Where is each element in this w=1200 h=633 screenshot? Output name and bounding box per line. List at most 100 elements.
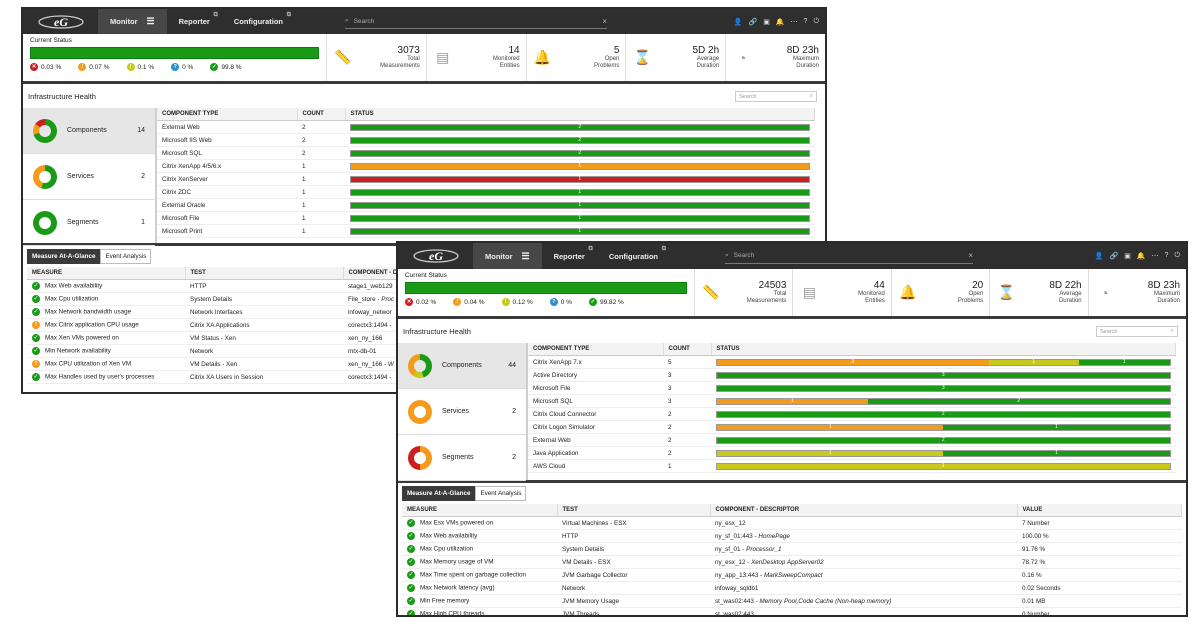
status-bar[interactable]: 2 xyxy=(350,149,810,157)
table-row[interactable]: Microsoft Print 1 1 xyxy=(157,224,815,238)
table-row[interactable]: Microsoft File 3 3 xyxy=(528,381,1176,395)
table-row[interactable]: External Web 2 2 xyxy=(157,120,815,134)
major-stat[interactable]: ! 0.04 % xyxy=(453,298,485,306)
table-row[interactable]: Citrix XenApp 4/5/6.x 1 1 xyxy=(157,159,815,173)
col-count[interactable]: COUNT xyxy=(663,343,712,356)
status-bar[interactable]: 3 xyxy=(716,371,1171,379)
table-row[interactable]: Citrix Logon Simulator 2 1 1 xyxy=(528,420,1176,434)
col-count[interactable]: COUNT xyxy=(297,108,346,121)
col-component-type[interactable]: COMPONENT TYPE xyxy=(528,343,664,356)
col-status[interactable]: STATUS xyxy=(345,108,815,121)
table-row[interactable]: ✓ Max Memory usage of VM VM Details - ESX n… xyxy=(402,555,1182,569)
metric-monitored[interactable]: ▤ 44 Monitored Entities xyxy=(793,269,892,316)
tab-event-analysis[interactable]: Event Analysis xyxy=(475,486,527,501)
critical-stat[interactable]: ✕ 0.02 % xyxy=(405,298,437,306)
alert-icon[interactable]: 🔔 xyxy=(1136,253,1146,260)
help-icon[interactable]: ? xyxy=(803,17,808,25)
nav-monitor[interactable]: Monitor ☰ xyxy=(98,9,167,34)
user-icon[interactable]: 👤 xyxy=(733,18,743,26)
table-row[interactable]: Microsoft SQL 2 2 xyxy=(157,146,815,160)
infra-search-input[interactable]: Search ⌕ xyxy=(1096,326,1178,337)
status-bar[interactable]: 2 xyxy=(350,136,810,144)
minor-stat[interactable]: ! 0.12 % xyxy=(501,298,533,306)
table-row[interactable]: External Web 2 2 xyxy=(528,433,1176,447)
clear-search-icon[interactable]: × xyxy=(968,251,974,260)
table-row[interactable]: ✓ Max Time spent on garbage collection JVM… xyxy=(402,568,1182,582)
nav-reporter[interactable]: Reporter ⧉ xyxy=(553,246,593,261)
clear-search-icon[interactable]: × xyxy=(602,16,608,26)
unknown-stat[interactable]: ? 0 % xyxy=(549,298,572,306)
metric-total[interactable]: 📏 3073 Total Measurements xyxy=(327,34,427,81)
tab-event-analysis[interactable]: Event Analysis xyxy=(100,249,152,264)
col-header[interactable]: VALUE xyxy=(1017,504,1182,517)
minor-stat[interactable]: ! 0.1 % xyxy=(126,63,154,71)
status-bar[interactable]: 1 xyxy=(350,162,810,170)
col-header[interactable]: TEST xyxy=(185,267,344,280)
alert-icon[interactable]: 🔔 xyxy=(775,18,785,26)
category-components[interactable]: Components 14 xyxy=(23,108,155,154)
power-icon[interactable]: ⏻ xyxy=(813,17,819,25)
table-row[interactable]: External Oracle 1 1 xyxy=(157,198,815,212)
table-row[interactable]: Active Directory 3 3 xyxy=(528,368,1176,382)
normal-stat[interactable]: ✓ 99.8 % xyxy=(210,63,242,71)
status-bar[interactable]: 2 xyxy=(350,123,810,131)
more-icon[interactable]: ⋯ xyxy=(790,18,798,26)
more-icon[interactable]: ⋯ xyxy=(1151,253,1159,260)
global-search[interactable]: ⌕ Search × xyxy=(345,14,608,29)
category-segments[interactable]: Segments 2 xyxy=(398,435,526,481)
metric-open[interactable]: 🔔 5 Open Problems xyxy=(527,34,627,81)
metric-average[interactable]: ⌛ 8D 22h Average Duration xyxy=(990,269,1089,316)
category-services[interactable]: Services 2 xyxy=(23,154,155,200)
status-bar[interactable]: 1 xyxy=(350,175,810,183)
nav-configuration[interactable]: Configuration ⧉ xyxy=(233,12,292,26)
metric-maximum[interactable]: ◔ 8D 23h Maximum Duration xyxy=(726,34,825,81)
nav-reporter[interactable]: Reporter ⧉ xyxy=(178,12,218,26)
status-bar[interactable]: 3 xyxy=(716,384,1171,392)
metric-open[interactable]: 🔔 20 Open Problems xyxy=(892,269,991,316)
status-bar[interactable]: 1 xyxy=(350,227,810,235)
table-row[interactable]: Citrix XenApp 7.x 5 3 1 1 xyxy=(528,355,1176,369)
table-row[interactable]: Citrix ZDC 1 1 xyxy=(157,185,815,199)
link-icon[interactable]: 🔗 xyxy=(1109,253,1119,260)
table-row[interactable]: ✓ Max Network latency (avg) Network infoway… xyxy=(402,581,1182,595)
global-search[interactable]: ⌕ Search × xyxy=(725,249,974,264)
power-icon[interactable]: ⏻ xyxy=(1174,252,1180,259)
eg-logo[interactable]: eG xyxy=(398,243,473,269)
metric-total[interactable]: 📏 24503 Total Measurements xyxy=(695,269,794,316)
category-components[interactable]: Components 44 xyxy=(398,343,526,389)
user-icon[interactable]: 👤 xyxy=(1094,253,1104,260)
status-bar[interactable]: 2 xyxy=(716,410,1171,418)
table-row[interactable]: Microsoft SQL 3 1 2 xyxy=(528,394,1176,408)
major-stat[interactable]: ! 0.07 % xyxy=(78,63,110,71)
table-row[interactable]: Microsoft File 1 1 xyxy=(157,211,815,225)
link-icon[interactable]: 🔗 xyxy=(748,18,758,26)
unknown-stat[interactable]: ? 0 % xyxy=(171,63,193,71)
table-row[interactable]: AWS Cloud 1 1 xyxy=(528,459,1176,473)
help-icon[interactable]: ? xyxy=(1164,252,1169,259)
status-bar[interactable]: 1 xyxy=(716,462,1171,470)
tab-measure-at-a-glance[interactable]: Measure At-A-Glance xyxy=(27,249,101,264)
nav-monitor[interactable]: Monitor ☰ xyxy=(473,243,542,269)
normal-stat[interactable]: ✓ 99.82 % xyxy=(588,298,624,306)
table-row[interactable]: Citrix XenServer 1 1 xyxy=(157,172,815,186)
table-row[interactable]: ✓ Max Esx VMs powered on Virtual Machines … xyxy=(402,516,1182,530)
eg-logo[interactable]: eG xyxy=(23,9,98,34)
menu-icon[interactable]: ☰ xyxy=(146,16,155,26)
status-bar[interactable] xyxy=(30,47,319,59)
category-services[interactable]: Services 2 xyxy=(398,389,526,435)
tab-measure-at-a-glance[interactable]: Measure At-A-Glance xyxy=(402,486,476,501)
infra-search-input[interactable]: Search ⌕ xyxy=(735,91,817,102)
col-component-type[interactable]: COMPONENT TYPE xyxy=(157,108,298,121)
metric-average[interactable]: ⌛ 5D 2h Average Duration xyxy=(626,34,727,81)
col-header[interactable]: MEASURE xyxy=(27,267,186,280)
status-bar[interactable] xyxy=(405,282,687,294)
col-header[interactable]: COMPONENT - DESCRIPTOR xyxy=(710,504,1018,517)
col-status[interactable]: STATUS xyxy=(711,343,1176,356)
table-row[interactable]: ✓ Max High CPU threads JVM Threads st_was02… xyxy=(402,607,1182,615)
monitor-icon[interactable]: ▣ xyxy=(763,18,770,26)
table-row[interactable]: ✓ Max Web availability HTTP ny_sf_01:443 - … xyxy=(402,529,1182,543)
col-header[interactable]: MEASURE xyxy=(402,504,558,517)
